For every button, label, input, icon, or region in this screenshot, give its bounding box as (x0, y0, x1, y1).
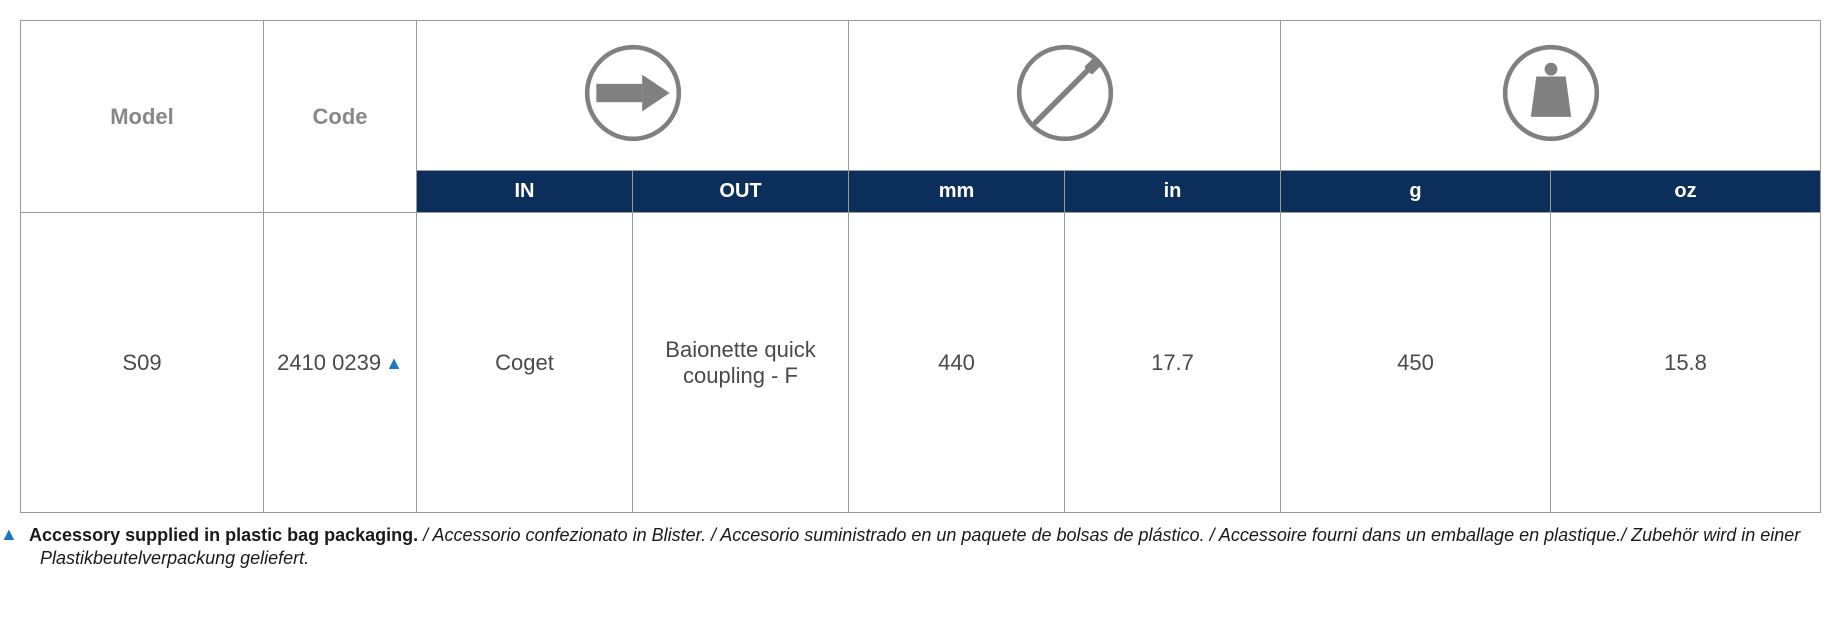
cell-in: Coget (417, 213, 633, 513)
cell-out: Baionette quick coupling - F (633, 213, 849, 513)
flow-circle-icon (578, 38, 688, 148)
icon-cell-weight (1281, 21, 1821, 171)
cell-oz: 15.8 (1551, 213, 1821, 513)
table-row: S09 2410 0239▲ Coget Baionette quick cou… (21, 213, 1821, 513)
subheader-out: OUT (633, 171, 849, 213)
spec-table: Model Code (20, 20, 1821, 513)
cell-mm: 440 (849, 213, 1065, 513)
header-code: Code (264, 21, 417, 213)
footnote: ▲ Accessory supplied in plastic bag pack… (20, 523, 1821, 571)
cell-g: 450 (1281, 213, 1551, 513)
icon-cell-length (849, 21, 1281, 171)
subheader-mm: mm (849, 171, 1065, 213)
code-text: 2410 0239 (277, 350, 381, 375)
subheader-in-unit: in (1065, 171, 1281, 213)
cell-code: 2410 0239▲ (264, 213, 417, 513)
footnote-bold: Accessory supplied in plastic bag packag… (29, 525, 418, 545)
triangle-marker-icon: ▲ (385, 353, 403, 374)
subheader-g: g (1281, 171, 1551, 213)
cell-inch: 17.7 (1065, 213, 1281, 513)
subheader-in: IN (417, 171, 633, 213)
header-model: Model (21, 21, 264, 213)
weight-icon (1496, 38, 1606, 148)
cell-model: S09 (21, 213, 264, 513)
icon-cell-flow (417, 21, 849, 171)
subheader-oz: oz (1551, 171, 1821, 213)
length-probe-icon (1010, 38, 1120, 148)
